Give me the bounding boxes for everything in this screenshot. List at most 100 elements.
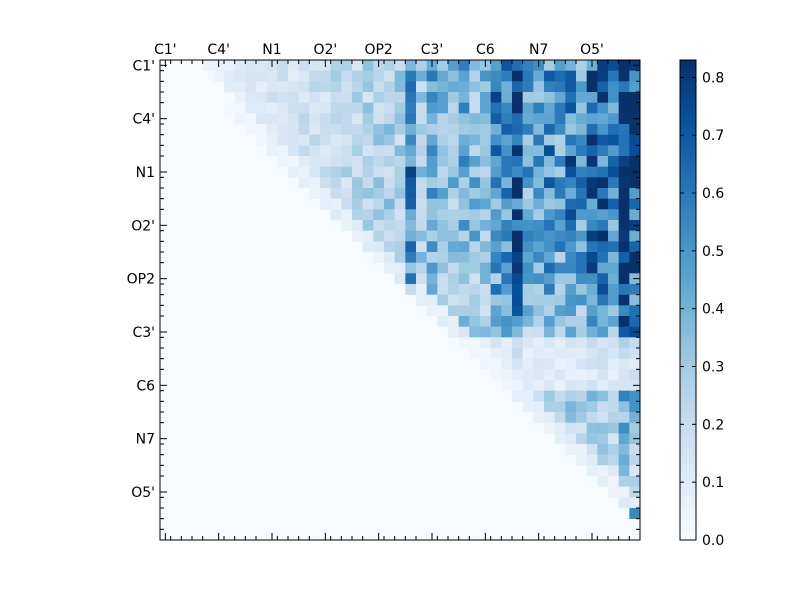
heatmap-cell bbox=[469, 177, 481, 189]
heatmap-cell bbox=[480, 113, 491, 125]
heatmap-cell bbox=[320, 102, 331, 114]
heatmap-cell bbox=[405, 60, 417, 71]
heatmap-cell bbox=[608, 401, 619, 413]
heatmap-cell bbox=[405, 156, 417, 167]
x-tick-label: OP2 bbox=[364, 42, 392, 58]
heatmap-cell bbox=[501, 230, 513, 242]
heatmap-cell bbox=[512, 92, 523, 103]
heatmap-cell bbox=[352, 92, 363, 103]
heatmap-cell bbox=[490, 230, 502, 242]
heatmap-cell bbox=[309, 60, 321, 71]
heatmap-cell bbox=[426, 156, 438, 167]
heatmap-cell bbox=[576, 358, 587, 370]
heatmap-cell bbox=[448, 316, 459, 327]
heatmap-cell bbox=[608, 198, 619, 210]
heatmap-cell bbox=[544, 305, 555, 317]
heatmap-cell bbox=[277, 113, 289, 125]
heatmap-cells bbox=[160, 60, 641, 540]
heatmap-cell bbox=[629, 134, 641, 146]
heatmap-cell bbox=[352, 166, 363, 178]
heatmap-cell bbox=[490, 81, 502, 93]
heatmap-cell bbox=[544, 412, 555, 423]
heatmap-cell bbox=[501, 316, 513, 327]
heatmap-cell bbox=[554, 220, 566, 231]
heatmap-cell bbox=[597, 198, 609, 210]
heatmap-cell bbox=[608, 60, 619, 71]
x-tick-label: C4' bbox=[207, 42, 230, 58]
heatmap-cell bbox=[618, 188, 630, 199]
heatmap-cell bbox=[373, 220, 385, 231]
heatmap-cell bbox=[448, 156, 459, 167]
heatmap-cell bbox=[629, 124, 641, 135]
heatmap-cell bbox=[298, 145, 310, 157]
heatmap-cell bbox=[522, 241, 534, 253]
heatmap-cell bbox=[469, 348, 481, 359]
heatmap-cell bbox=[554, 70, 566, 82]
heatmap-cell bbox=[448, 124, 459, 135]
heatmap-cell bbox=[586, 380, 598, 391]
heatmap-cell bbox=[576, 134, 587, 146]
heatmap-cell bbox=[448, 241, 459, 253]
heatmap-cell bbox=[394, 102, 406, 114]
heatmap-cell bbox=[330, 81, 342, 93]
heatmap-cell bbox=[597, 401, 609, 413]
heatmap-cell bbox=[565, 433, 577, 445]
heatmap-cell bbox=[533, 412, 545, 423]
heatmap-cell bbox=[469, 220, 481, 231]
heatmap-cell bbox=[608, 486, 619, 498]
heatmap-cell bbox=[576, 305, 587, 317]
heatmap-cell bbox=[416, 262, 427, 274]
heatmap-cell bbox=[202, 60, 214, 71]
heatmap-cell bbox=[480, 124, 491, 135]
heatmap-cell bbox=[576, 92, 587, 103]
heatmap-cell bbox=[629, 358, 641, 370]
heatmap-cell bbox=[522, 358, 534, 370]
heatmap-cell bbox=[362, 220, 374, 231]
heatmap-cell bbox=[565, 60, 577, 71]
heatmap-cell bbox=[544, 92, 555, 103]
heatmap-cell bbox=[405, 198, 417, 210]
heatmap-cell bbox=[565, 380, 577, 391]
heatmap-cell bbox=[629, 102, 641, 114]
heatmap-cell bbox=[309, 188, 321, 199]
heatmap-cell bbox=[544, 262, 555, 274]
heatmap-cell bbox=[533, 198, 545, 210]
heatmap-cell bbox=[554, 166, 566, 178]
heatmap-cell bbox=[586, 401, 598, 413]
heatmap-cell bbox=[309, 113, 321, 125]
heatmap-cell bbox=[384, 262, 395, 274]
heatmap-cell bbox=[458, 60, 470, 71]
heatmap-cell bbox=[522, 113, 534, 125]
heatmap-cell bbox=[469, 316, 481, 327]
heatmap-cell bbox=[298, 60, 310, 71]
heatmap-cell bbox=[522, 60, 534, 71]
heatmap-cell bbox=[512, 124, 523, 135]
heatmap-cell bbox=[266, 92, 278, 103]
heatmap-cell bbox=[533, 380, 545, 391]
heatmap-cell bbox=[586, 262, 598, 274]
heatmap-cell bbox=[522, 134, 534, 146]
heatmap-cell bbox=[245, 60, 257, 71]
heatmap-cell bbox=[405, 230, 417, 242]
heatmap-cell bbox=[405, 134, 417, 146]
heatmap-cell bbox=[256, 124, 267, 135]
heatmap-cell bbox=[490, 337, 502, 349]
heatmap-cell bbox=[597, 166, 609, 178]
heatmap-cell bbox=[405, 124, 417, 135]
heatmap-cell bbox=[533, 134, 545, 146]
heatmap-cell bbox=[437, 166, 449, 178]
heatmap-cell bbox=[501, 177, 513, 189]
heatmap-cell bbox=[437, 220, 449, 231]
heatmap-cell bbox=[522, 401, 534, 413]
colorbar-tick-label: 0.0 bbox=[702, 533, 724, 549]
heatmap-cell bbox=[362, 124, 374, 135]
heatmap-cell bbox=[576, 326, 587, 338]
heatmap-cell bbox=[362, 102, 374, 114]
heatmap-cell bbox=[554, 294, 566, 306]
heatmap-cell bbox=[597, 102, 609, 114]
heatmap-cell bbox=[448, 166, 459, 178]
heatmap-cell bbox=[512, 70, 523, 82]
heatmap-cell bbox=[320, 188, 331, 199]
heatmap-cell bbox=[448, 326, 459, 338]
heatmap-cell bbox=[266, 134, 278, 146]
